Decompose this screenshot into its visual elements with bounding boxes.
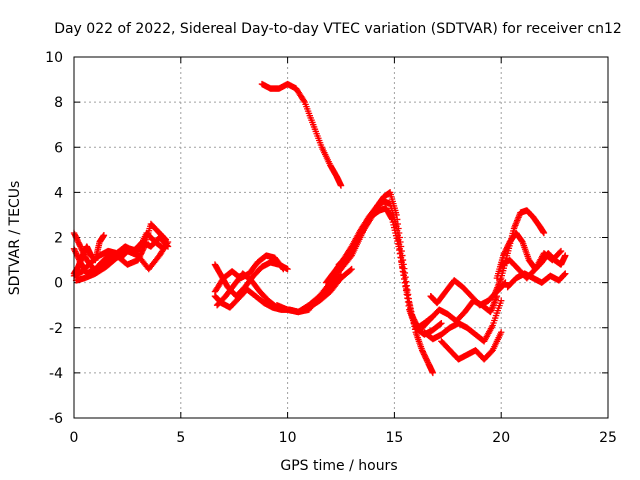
data-point	[556, 248, 564, 256]
data-point	[337, 182, 345, 189]
chart-title: Day 022 of 2022, Sidereal Day-to-day VTE…	[54, 21, 622, 37]
data-point	[348, 265, 355, 273]
data-point	[337, 272, 345, 280]
x-tick-label: 5	[176, 430, 185, 446]
y-tick-label: 10	[45, 50, 63, 66]
y-axis-label: SDTVAR / TECUs	[7, 181, 23, 296]
data-point	[498, 297, 505, 304]
series-arc-1e	[72, 238, 172, 284]
data-point	[502, 279, 509, 286]
data-point	[163, 240, 171, 247]
data-point	[438, 320, 445, 327]
data-point	[100, 232, 108, 239]
series-arc-6d	[504, 270, 569, 291]
data-point	[279, 264, 286, 272]
data-point	[429, 369, 437, 377]
data-point	[557, 247, 565, 255]
y-tick-label: 0	[54, 276, 63, 292]
y-tick-label: -6	[49, 411, 63, 427]
series-arc-5d	[438, 329, 505, 363]
y-tick-label: -4	[49, 366, 63, 382]
y-tick-labels: -6 -4 -2 0 2 4 6 8 10	[45, 50, 63, 427]
y-tick-label: -2	[49, 321, 63, 337]
y-tick-label: 2	[54, 231, 63, 247]
series-arc-5c	[421, 297, 505, 345]
plot-frame	[73, 56, 609, 419]
data-point	[562, 252, 569, 259]
data-point	[300, 97, 308, 104]
series-arc-5b	[418, 292, 501, 331]
x-tick-label: 25	[599, 430, 617, 446]
x-axis-label: GPS time / hours	[280, 458, 397, 474]
y-tick-label: 4	[54, 185, 63, 201]
data-point	[540, 229, 548, 237]
series-arc-3	[258, 80, 345, 189]
data-point	[347, 266, 354, 274]
x-tick-label: 20	[492, 430, 510, 446]
y-tick-label: 8	[54, 95, 63, 111]
data-point	[336, 273, 344, 281]
x-tick-label: 15	[385, 430, 403, 446]
x-tick-label: 0	[70, 430, 79, 446]
x-tick-label: 10	[279, 430, 297, 446]
data-point	[437, 320, 444, 328]
data-point	[562, 270, 569, 277]
data-point	[280, 265, 287, 273]
y-tick-label: 6	[54, 140, 63, 156]
x-tick-labels: 0 5 10 15 20 25	[70, 430, 617, 446]
data-point	[498, 329, 505, 336]
data-points	[70, 80, 569, 377]
data-point	[164, 238, 172, 246]
